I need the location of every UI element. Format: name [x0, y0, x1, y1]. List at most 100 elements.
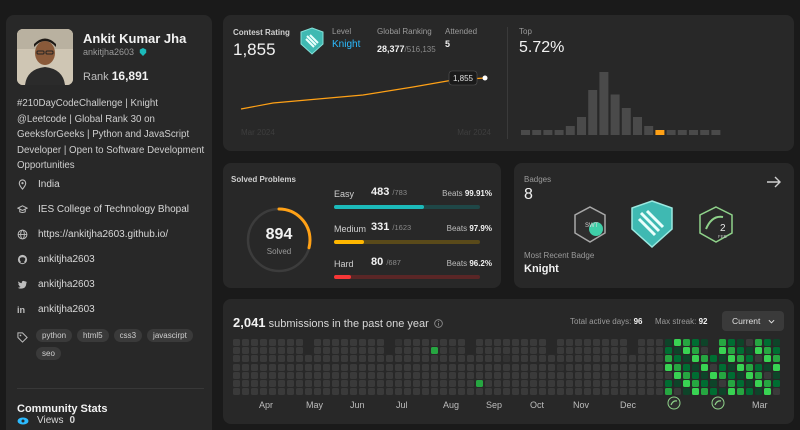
heatmap-cell[interactable] [593, 380, 600, 387]
heatmap-cell[interactable] [656, 371, 663, 379]
heatmap-cell[interactable] [485, 339, 492, 346]
histogram-bar[interactable] [521, 130, 530, 135]
heatmap-cell[interactable] [557, 339, 564, 346]
heatmap-cell[interactable] [629, 347, 636, 354]
heatmap-cell[interactable] [665, 371, 672, 379]
heatmap-cell[interactable] [431, 355, 438, 363]
heatmap-cell[interactable] [296, 339, 303, 346]
skill-tag[interactable]: css3 [113, 329, 143, 342]
heatmap-cell[interactable] [395, 355, 402, 363]
heatmap-cell[interactable] [548, 388, 555, 396]
heatmap-cell[interactable] [539, 347, 546, 355]
heatmap-cell[interactable] [728, 355, 735, 363]
heatmap-cell[interactable] [404, 388, 411, 396]
heatmap-cell[interactable] [530, 339, 537, 346]
heatmap-cell[interactable] [305, 339, 312, 346]
heatmap-cell[interactable] [701, 347, 708, 355]
heatmap-cell[interactable] [368, 363, 375, 371]
heatmap-cell[interactable] [746, 380, 753, 387]
heatmap-cell[interactable] [503, 339, 510, 346]
heatmap-cell[interactable] [575, 339, 582, 346]
heatmap-cell[interactable] [710, 380, 717, 387]
heatmap-cell[interactable] [287, 380, 294, 387]
heatmap-cell[interactable] [260, 347, 267, 355]
heatmap-cell[interactable] [503, 388, 510, 396]
heatmap-cell[interactable] [467, 363, 474, 371]
heatmap-cell[interactable] [269, 355, 276, 363]
heatmap-cell[interactable] [260, 388, 267, 396]
heatmap-cell[interactable] [755, 339, 762, 346]
heatmap-cell[interactable] [638, 388, 645, 396]
heatmap-cell[interactable] [737, 380, 744, 387]
heatmap-cell[interactable] [728, 347, 735, 355]
heatmap-cell[interactable] [656, 380, 663, 387]
heatmap-cell[interactable] [296, 380, 303, 387]
heatmap-cell[interactable] [431, 388, 438, 396]
heatmap-cell[interactable] [323, 388, 330, 396]
heatmap-cell[interactable] [575, 363, 582, 371]
heatmap-cell[interactable] [413, 371, 420, 379]
heatmap-cell[interactable] [242, 339, 249, 346]
badge-swt-icon[interactable]: SWT [572, 205, 608, 245]
histogram-bar[interactable] [711, 130, 721, 135]
heatmap-cell[interactable] [611, 355, 618, 363]
heatmap-cell[interactable] [503, 355, 510, 363]
heatmap-cell[interactable] [404, 355, 411, 363]
heatmap-cell[interactable] [305, 380, 312, 387]
heatmap-cell[interactable] [323, 380, 330, 387]
heatmap-cell[interactable] [251, 380, 258, 387]
heatmap-cell[interactable] [422, 388, 429, 396]
heatmap-cell[interactable] [332, 371, 339, 379]
heatmap-cell[interactable] [314, 388, 321, 396]
heatmap-cell[interactable] [323, 339, 330, 346]
heatmap-cell[interactable] [341, 371, 348, 379]
heatmap-cell[interactable] [467, 371, 474, 379]
heatmap-cell[interactable] [377, 339, 384, 346]
heatmap-cell[interactable] [647, 339, 654, 346]
rating-point[interactable] [482, 75, 488, 81]
heatmap-cell[interactable] [332, 380, 339, 387]
heatmap-cell[interactable] [404, 371, 411, 379]
heatmap-cell[interactable] [602, 347, 609, 355]
heatmap-cell[interactable] [350, 339, 357, 346]
heatmap-cell[interactable] [494, 371, 501, 379]
heatmap-cell[interactable] [755, 380, 762, 387]
heatmap-cell[interactable] [575, 371, 582, 379]
heatmap-cell[interactable] [611, 363, 618, 371]
heatmap-cell[interactable] [665, 388, 672, 396]
histogram-bar[interactable] [577, 117, 586, 135]
heatmap-cell[interactable] [665, 363, 672, 371]
heatmap-cell[interactable] [395, 363, 402, 371]
heatmap-cell[interactable] [368, 347, 375, 355]
heatmap-cell[interactable] [242, 371, 249, 379]
heatmap-cell[interactable] [431, 363, 438, 371]
heatmap-cell[interactable] [278, 371, 285, 379]
heatmap-cell[interactable] [566, 347, 573, 355]
heatmap-cell[interactable] [539, 355, 546, 363]
heatmap-cell[interactable] [620, 371, 627, 379]
solved-ring[interactable] [244, 205, 314, 275]
heatmap-cell[interactable] [278, 388, 285, 396]
heatmap-cell[interactable] [260, 371, 267, 379]
heatmap-cell[interactable] [476, 380, 483, 387]
heatmap-cell[interactable] [530, 371, 537, 379]
heatmap-cell[interactable] [251, 363, 258, 371]
heatmap-cell[interactable] [566, 339, 573, 346]
heatmap-cell[interactable] [449, 388, 456, 396]
heatmap-cell[interactable] [701, 380, 708, 387]
histogram-bar[interactable] [655, 130, 665, 135]
heatmap-cell[interactable] [737, 371, 744, 379]
heatmap-cell[interactable] [287, 363, 294, 371]
heatmap-cell[interactable] [620, 355, 627, 363]
heatmap-cell[interactable] [386, 339, 393, 346]
heatmap-cell[interactable] [602, 371, 609, 379]
heatmap-cell[interactable] [620, 347, 627, 355]
heatmap-cell[interactable] [242, 363, 249, 371]
heatmap-cell[interactable] [764, 347, 771, 355]
heatmap-cell[interactable] [233, 347, 240, 355]
heatmap-cell[interactable] [692, 355, 699, 363]
heatmap-cell[interactable] [413, 388, 420, 396]
heatmap-cell[interactable] [404, 363, 411, 371]
skill-tag[interactable]: seo [36, 347, 61, 360]
heatmap-cell[interactable] [530, 363, 537, 371]
